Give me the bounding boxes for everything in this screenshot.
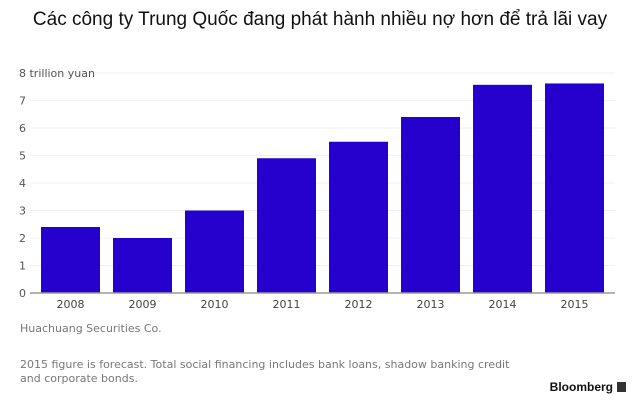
bar [545, 83, 604, 293]
source-note: Huachuang Securities Co. [20, 322, 162, 335]
y-tick-label: 3 [19, 205, 26, 218]
x-tick-label: 2015 [561, 298, 589, 311]
x-tick-label: 2010 [201, 298, 229, 311]
x-tick-label: 2014 [489, 298, 517, 311]
y-tick-label: 6 [19, 122, 26, 135]
y-tick-label: 5 [19, 150, 26, 163]
bar-chart: 0 1 2 3 4 5 6 7 2008 2009 2010 2011 2012 2013 2014 2015… [19, 67, 615, 311]
footnote: 2015 figure is forecast. Total social fi… [20, 358, 510, 385]
x-tick-label: 2012 [345, 298, 373, 311]
bar [329, 141, 388, 293]
x-tick-label: 2008 [57, 298, 85, 311]
bar [113, 238, 172, 293]
x-tick-label: 2009 [129, 298, 157, 311]
y-tick-label: 4 [19, 177, 26, 190]
bar [257, 158, 316, 293]
bloomberg-icon [617, 382, 626, 392]
y-tick-label: 0 [19, 287, 26, 300]
bar [473, 84, 532, 293]
y-tick-label: 1 [19, 260, 26, 273]
chart-title: Các công ty Trung Quốc đang phát hành nh… [32, 9, 608, 30]
y-tick-label: 7 [19, 95, 26, 108]
x-tick-label: 2013 [417, 298, 445, 311]
x-tick-label: 2011 [273, 298, 301, 311]
bar [41, 227, 100, 293]
y-tick-label: 8 trillion yuan [19, 67, 95, 80]
y-tick-label: 2 [19, 232, 26, 245]
bloomberg-logo: Bloomberg [550, 380, 626, 394]
brand-name: Bloomberg [549, 380, 613, 394]
bar [185, 210, 244, 293]
bar [401, 117, 460, 293]
